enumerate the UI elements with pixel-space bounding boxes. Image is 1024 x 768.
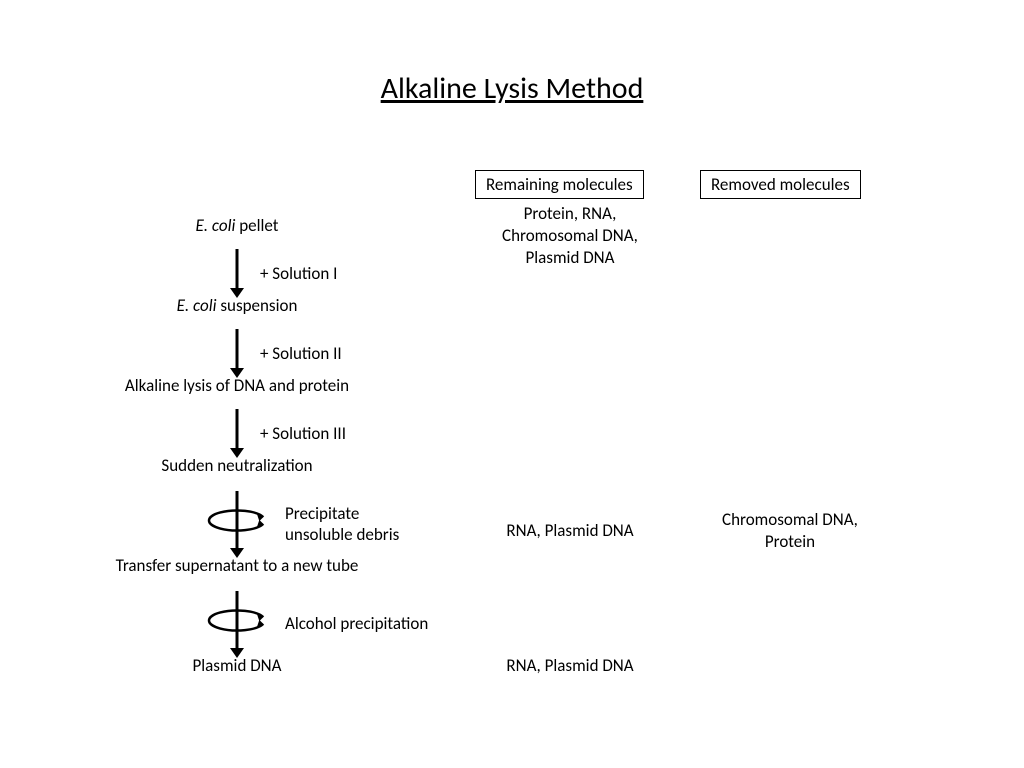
arrow-label: + Solution II: [260, 343, 342, 364]
arrow-label: + Solution I: [260, 263, 337, 284]
removed-cell: Chromosomal DNA,Protein: [695, 509, 885, 553]
step-italic: E. coli: [195, 215, 235, 236]
column-header-remaining: Remaining molecules: [475, 170, 644, 199]
arrow-label: + Solution III: [260, 423, 346, 444]
diagram-root: Alkaline Lysis Method Remaining molecule…: [0, 0, 1024, 768]
arrow-down-icon: [222, 327, 252, 378]
column-header-removed: Removed molecules: [700, 170, 861, 199]
remaining-cell: RNA, Plasmid DNA: [475, 655, 665, 677]
centrifuge-arrow-icon: [197, 487, 277, 558]
centrifuge-arrow-icon: [197, 587, 277, 658]
step-lysis: Alkaline lysis of DNA and protein: [60, 375, 414, 396]
remaining-cell: Protein, RNA,Chromosomal DNA,Plasmid DNA: [475, 203, 665, 269]
arrow-down-icon: [222, 407, 252, 458]
page-title: Alkaline Lysis Method: [0, 70, 1024, 107]
arrow-down-icon: [222, 247, 252, 298]
step-italic: E. coli: [177, 295, 217, 316]
step-pellet: E. coli pellet: [60, 215, 414, 236]
step-suspension: E. coli suspension: [60, 295, 414, 316]
arrow-label: Alcohol precipitation: [285, 613, 428, 634]
step-transfer: Transfer supernatant to a new tube: [60, 555, 414, 576]
step-neutral: Sudden neutralization: [60, 455, 414, 476]
arrow-label: Precipitate unsoluble debris: [285, 503, 435, 545]
remaining-cell: RNA, Plasmid DNA: [475, 520, 665, 542]
step-plasmid: Plasmid DNA: [60, 655, 414, 676]
